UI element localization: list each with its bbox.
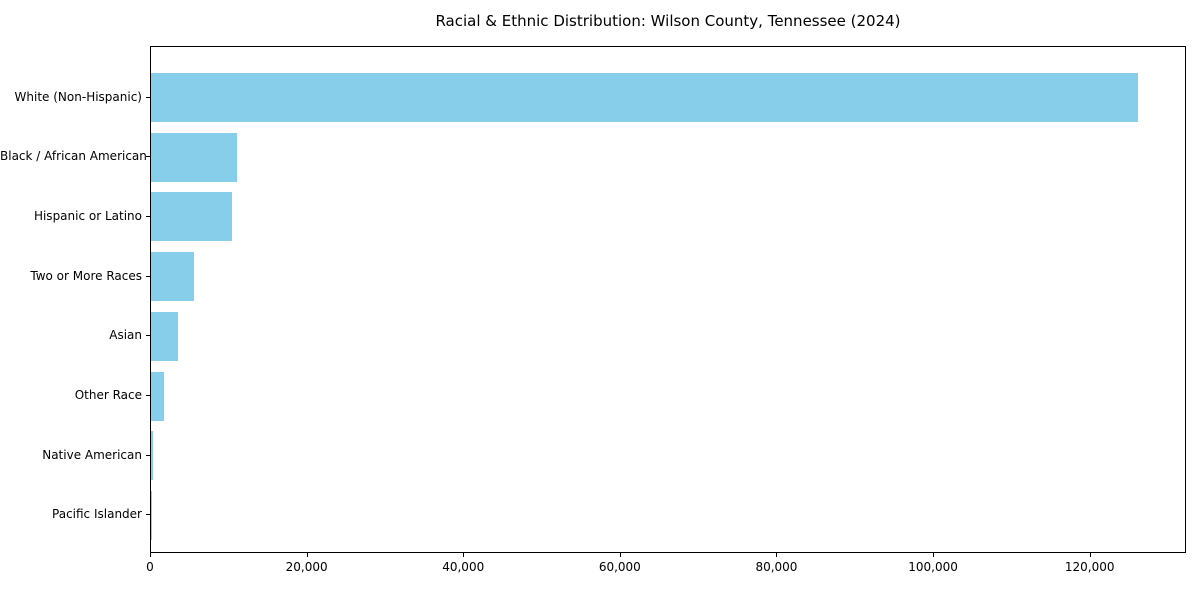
x-tick-label: 100,000 xyxy=(908,560,958,574)
x-tick-label: 40,000 xyxy=(442,560,485,574)
x-tick xyxy=(776,553,778,557)
bar-two-or-more-races xyxy=(151,252,195,302)
y-tick xyxy=(146,395,150,396)
y-tick-label-white-non-hispanic: White (Non-Hispanic) xyxy=(14,89,142,104)
x-tick xyxy=(1089,553,1091,557)
bar-native-american xyxy=(151,431,153,481)
y-tick xyxy=(146,215,150,217)
y-tick-label-black-african-american: Black / African American xyxy=(0,149,147,164)
y-tick xyxy=(146,514,150,516)
x-tick xyxy=(933,553,935,557)
y-tick-label-native-american: Native American xyxy=(42,447,142,462)
x-tick-label: 60,000 xyxy=(598,560,641,574)
x-tick-label: 120,000 xyxy=(1064,560,1115,574)
bar-pacific-islander xyxy=(151,490,152,540)
y-tick xyxy=(146,454,150,456)
x-tick-label: 20,000 xyxy=(285,560,328,574)
x-tick xyxy=(619,553,621,557)
x-tick xyxy=(150,553,151,557)
y-tick xyxy=(146,275,150,277)
bar-other-race xyxy=(151,371,165,421)
x-tick-label: 80,000 xyxy=(755,560,798,574)
x-tick xyxy=(463,553,465,557)
y-tick-label-other-race: Other Race xyxy=(74,388,142,402)
y-tick xyxy=(146,156,150,158)
y-tick xyxy=(146,335,150,337)
x-tick xyxy=(306,553,308,557)
bar-hispanic-or-latino xyxy=(151,192,232,242)
bar-asian xyxy=(151,311,178,361)
x-tick-label: 0 xyxy=(146,560,154,574)
y-tick-label-hispanic-or-latino: Hispanic or Latino xyxy=(33,208,142,223)
chart-title: Racial & Ethnic Distribution: Wilson Cou… xyxy=(435,12,901,30)
y-tick-label-two-or-more-races: Two or More Races xyxy=(30,268,142,283)
plot-area xyxy=(150,46,1186,553)
y-tick-label-asian: Asian xyxy=(109,328,142,343)
y-tick xyxy=(146,96,150,98)
y-tick-label-pacific-islander: Pacific Islander xyxy=(52,507,142,522)
bar-black-african-american xyxy=(151,132,238,182)
bar-white-non-hispanic xyxy=(151,73,1138,122)
